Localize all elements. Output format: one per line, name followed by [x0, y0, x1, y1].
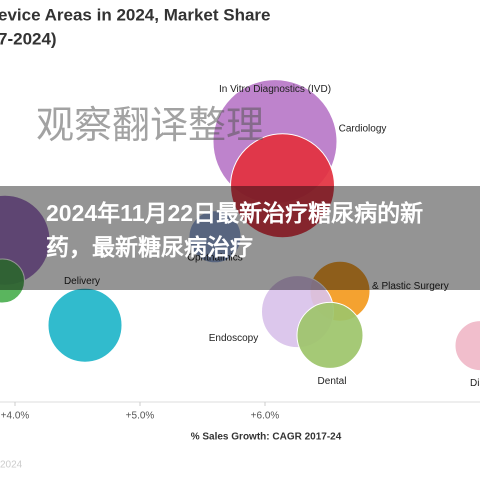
x-tick-label: +5.0% — [126, 411, 155, 422]
x-tick-label: +6.0% — [251, 411, 280, 422]
watermark: 观察翻译整理 — [36, 105, 264, 147]
x-axis-title: % Sales Growth: CAGR 2017-24 — [191, 432, 342, 443]
bubble-label: Cardiology — [339, 123, 387, 134]
x-tick-label: +4.0% — [1, 411, 30, 422]
bubble — [296, 301, 364, 369]
bubble-label: Dental — [318, 376, 347, 387]
bubble-label: Endoscopy — [209, 333, 258, 344]
bubble — [230, 133, 335, 239]
banner-text: 2024年11月22日最新治疗糖尿病的新药，最新糖尿病治疗 — [46, 200, 424, 260]
bubble — [454, 320, 480, 372]
bubble-label: Ophthalmics — [187, 252, 243, 263]
bubble — [47, 287, 123, 363]
chart-title: evice Areas in 2024, Market Share — [0, 5, 270, 24]
bubble — [0, 258, 25, 304]
banner-box: 2024年11月22日最新治疗糖尿病的新药，最新糖尿病治疗 — [46, 200, 424, 260]
chart-subtitle: 7-2024) — [0, 29, 57, 48]
bubble — [188, 210, 242, 264]
banner — [0, 186, 480, 290]
plot: +4.0% +5.0% +6.0% In Vitro Diagnostics (IVD… — [0, 79, 480, 422]
footer: 2024 — [0, 460, 23, 471]
bubble-label: In Vitro Diagnostics (IVD) — [219, 84, 331, 95]
bubble-label: & Plastic Surgery — [372, 281, 449, 292]
bubble-label: Delivery — [64, 276, 100, 287]
bubble-label: Dia — [470, 378, 480, 389]
